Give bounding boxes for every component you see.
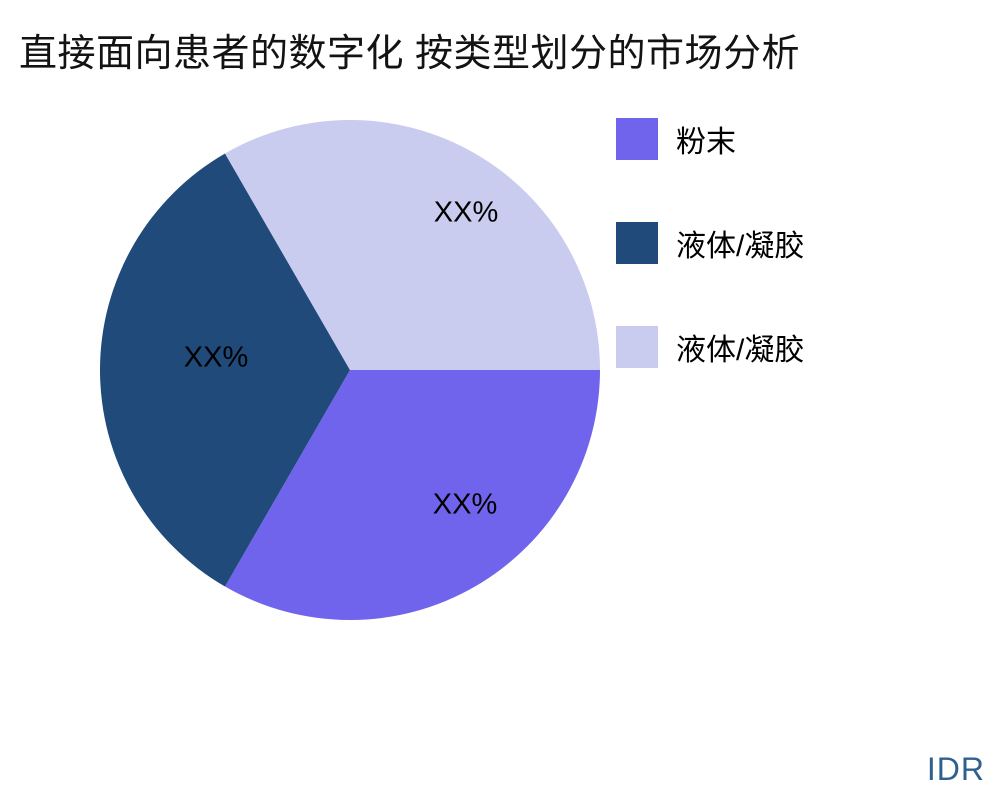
pie-slice-value-label: XX% [433, 196, 499, 229]
pie-slice-0 [225, 370, 600, 620]
pie-slice-value-label: XX% [432, 488, 498, 521]
legend-item: 液体/凝胶 [616, 325, 804, 369]
chart-title: 直接面向患者的数字化 按类型划分的市场分析 [19, 33, 801, 75]
watermark-idr: IDR [926, 751, 985, 787]
legend-item: 粉末 [616, 117, 804, 161]
legend-swatch [616, 118, 658, 160]
legend: 粉末 液体/凝胶 液体/凝胶 [616, 117, 804, 429]
pie-slice-value-label: XX% [183, 341, 249, 374]
pie-slice-2 [225, 120, 600, 370]
legend-label: 粉末 [676, 126, 736, 159]
legend-item: 液体/凝胶 [616, 221, 804, 265]
legend-label: 液体/凝胶 [676, 230, 805, 263]
legend-swatch [616, 222, 658, 264]
pie-chart [100, 120, 600, 620]
pie-slice-1 [100, 153, 350, 587]
legend-label: 液体/凝胶 [676, 334, 805, 367]
legend-swatch [616, 326, 658, 368]
